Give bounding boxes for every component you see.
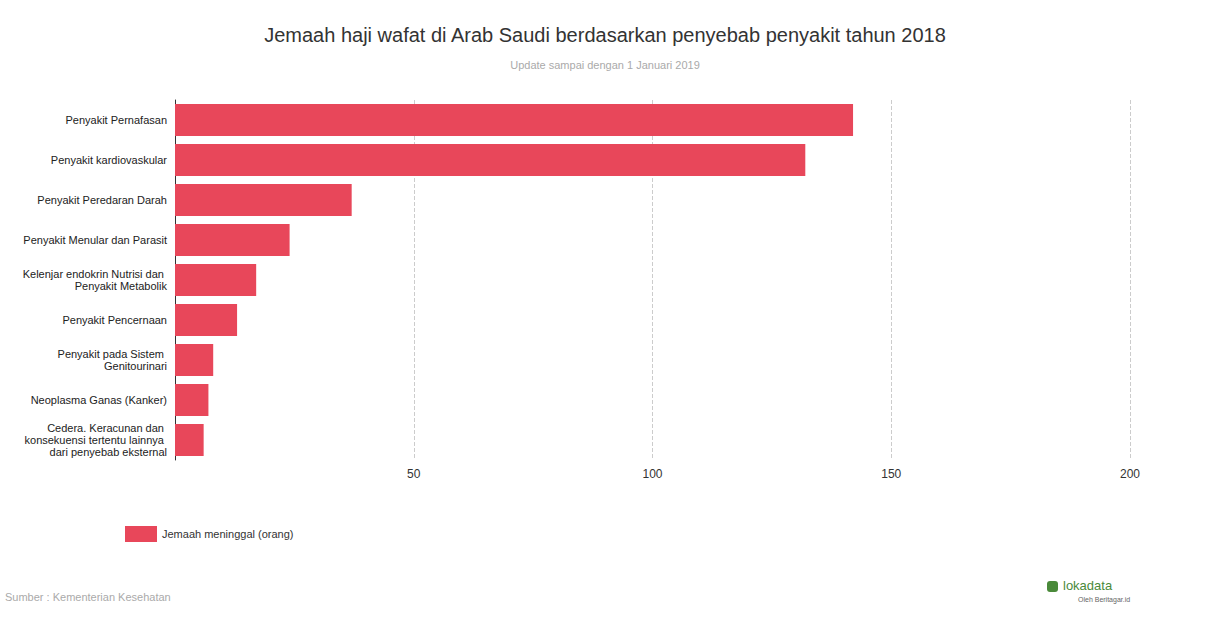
- svg-text:Penyakit Metabolik: Penyakit Metabolik: [75, 280, 168, 292]
- svg-text:Genitourinari: Genitourinari: [104, 360, 167, 372]
- svg-text:200: 200: [1120, 467, 1140, 481]
- svg-text:Neoplasma Ganas (Kanker): Neoplasma Ganas (Kanker): [31, 394, 167, 406]
- svg-text:Penyakit Pencernaan: Penyakit Pencernaan: [62, 314, 167, 326]
- svg-text:Jemaah haji wafat di Arab Saud: Jemaah haji wafat di Arab Saudi berdasar…: [264, 24, 946, 46]
- svg-text:Jemaah meninggal (orang): Jemaah meninggal (orang): [162, 528, 293, 540]
- svg-text:50: 50: [407, 467, 421, 481]
- svg-text:Cedera. Keracunan dan: Cedera. Keracunan dan: [47, 422, 167, 434]
- svg-text:Sumber : Kementerian Kesehatan: Sumber : Kementerian Kesehatan: [5, 591, 171, 603]
- svg-text:Update sampai dengan 1 Januari: Update sampai dengan 1 Januari 2019: [510, 59, 700, 71]
- svg-text:Penyakit kardiovaskular: Penyakit kardiovaskular: [51, 154, 168, 166]
- svg-text:150: 150: [881, 467, 901, 481]
- svg-text:Oleh Beritagar.id: Oleh Beritagar.id: [1078, 596, 1130, 604]
- svg-text:Kelenjar endokrin Nutrisi dan: Kelenjar endokrin Nutrisi dan: [23, 268, 167, 280]
- svg-text:Penyakit Menular dan Parasit: Penyakit Menular dan Parasit: [23, 234, 167, 246]
- svg-text:lokadata: lokadata: [1063, 578, 1113, 593]
- svg-text:konsekuensi tertentu lainnya: konsekuensi tertentu lainnya: [25, 434, 167, 446]
- svg-text:100: 100: [642, 467, 662, 481]
- svg-text:Penyakit Pernafasan: Penyakit Pernafasan: [65, 114, 167, 126]
- svg-text:Penyakit pada Sistem: Penyakit pada Sistem: [58, 348, 167, 360]
- svg-text:dari penyebab eksternal: dari penyebab eksternal: [50, 446, 167, 458]
- svg-text:Penyakit Peredaran Darah: Penyakit Peredaran Darah: [37, 194, 167, 206]
